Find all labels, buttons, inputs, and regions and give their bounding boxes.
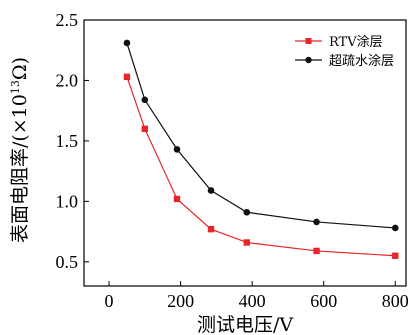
x-tick-label: 0 [105, 291, 114, 311]
x-tick-label: 200 [167, 291, 194, 311]
y-axis-title-exponent: 13 [9, 80, 22, 94]
plot-frame [83, 19, 407, 287]
y-axis-title-main: 表面电阻率/(×10 [9, 94, 31, 243]
y-axis-title: 表面电阻率/(×1013Ω) [9, 57, 31, 243]
series-line [126, 42, 396, 229]
x-tick-label: 600 [310, 291, 337, 311]
legend-marker-superhydrophobic [305, 56, 312, 64]
data-point [207, 225, 215, 233]
data-point [392, 252, 399, 259]
data-point [207, 187, 215, 194]
data-point [313, 218, 320, 226]
y-tick-label: 2.5 [56, 10, 79, 30]
ticks: 0 200 400 600 800 0.5 1.0 1.5 2.0 2.5 [56, 10, 409, 311]
x-tick-label: 800 [382, 291, 409, 311]
legend: RTV涂层 超疏水涂层 [295, 34, 394, 69]
data-point [173, 195, 181, 203]
data-point [313, 247, 320, 255]
y-tick-label: 1.0 [56, 191, 79, 211]
axes [83, 19, 407, 287]
legend-label-rtv: RTV涂层 [329, 34, 383, 50]
x-tick-label: 400 [239, 291, 266, 311]
y-axis-title-tail: Ω) [9, 57, 31, 80]
x-axis-title: 测试电压/V [197, 314, 293, 335]
data-point [123, 73, 131, 81]
data-point [141, 125, 149, 133]
data-point [391, 224, 399, 232]
y-tick-label: 1.5 [56, 131, 79, 151]
legend-marker-rtv [305, 38, 312, 44]
y-tick-label: 2.0 [56, 70, 79, 90]
series-layer [123, 39, 399, 259]
series-line [126, 76, 396, 257]
data-point [243, 239, 250, 246]
y-tick-label: 0.5 [56, 252, 79, 272]
series-1 [123, 39, 399, 232]
data-point [141, 96, 149, 104]
series-0 [123, 73, 399, 259]
legend-label-superhydrophobic: 超疏水涂层 [329, 53, 394, 69]
data-point [243, 208, 251, 216]
data-point [173, 146, 181, 153]
data-point [123, 39, 131, 47]
